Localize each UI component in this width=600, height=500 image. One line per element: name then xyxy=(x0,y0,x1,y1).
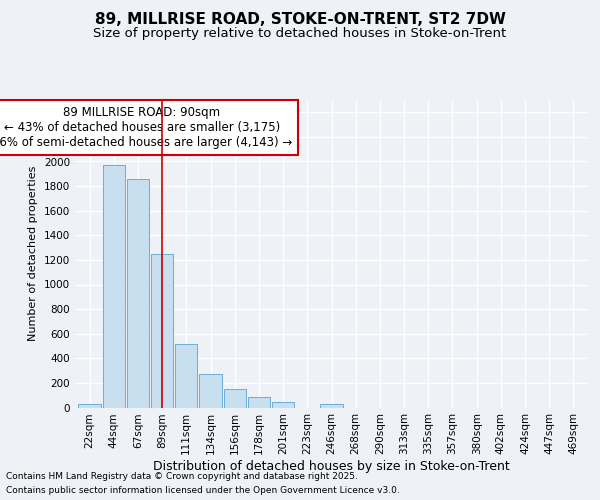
Bar xyxy=(199,374,221,408)
Bar xyxy=(320,404,343,407)
Text: 89 MILLRISE ROAD: 90sqm
← 43% of detached houses are smaller (3,175)
56% of semi: 89 MILLRISE ROAD: 90sqm ← 43% of detache… xyxy=(0,106,292,149)
Text: Size of property relative to detached houses in Stoke-on-Trent: Size of property relative to detached ho… xyxy=(94,28,506,40)
Bar xyxy=(248,397,270,407)
Text: Contains public sector information licensed under the Open Government Licence v3: Contains public sector information licen… xyxy=(6,486,400,495)
Y-axis label: Number of detached properties: Number of detached properties xyxy=(28,166,38,342)
Bar xyxy=(175,344,197,407)
Bar xyxy=(272,402,294,407)
Bar xyxy=(151,254,173,408)
Bar xyxy=(224,389,246,407)
Bar xyxy=(127,180,149,408)
Bar xyxy=(103,164,125,408)
Bar xyxy=(79,404,101,407)
X-axis label: Distribution of detached houses by size in Stoke-on-Trent: Distribution of detached houses by size … xyxy=(153,460,510,473)
Text: 89, MILLRISE ROAD, STOKE-ON-TRENT, ST2 7DW: 89, MILLRISE ROAD, STOKE-ON-TRENT, ST2 7… xyxy=(95,12,505,28)
Text: Contains HM Land Registry data © Crown copyright and database right 2025.: Contains HM Land Registry data © Crown c… xyxy=(6,472,358,481)
